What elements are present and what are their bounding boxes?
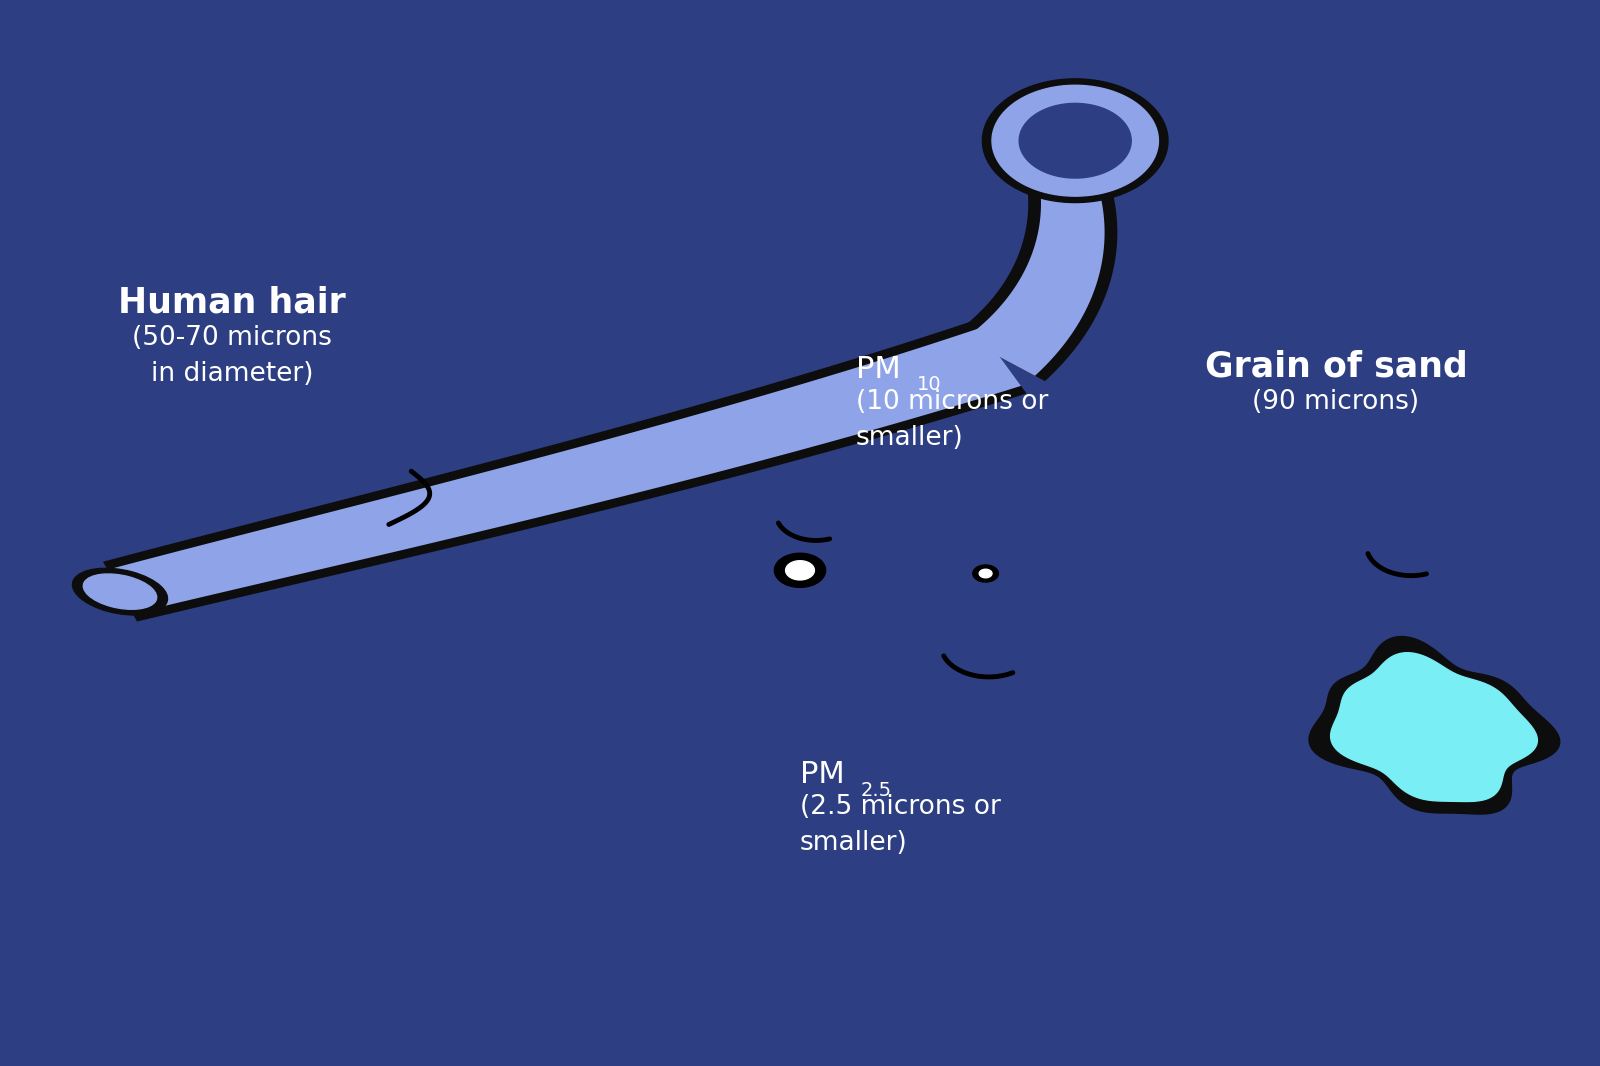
Ellipse shape (83, 574, 157, 610)
Text: Human hair: Human hair (118, 286, 346, 320)
Text: 2.5: 2.5 (861, 780, 891, 800)
Text: (10 microns or
smaller): (10 microns or smaller) (856, 389, 1048, 451)
Polygon shape (786, 561, 814, 580)
Text: 10: 10 (917, 375, 941, 394)
Text: Grain of sand: Grain of sand (1205, 350, 1467, 384)
Text: PM: PM (856, 355, 901, 384)
Polygon shape (102, 321, 1027, 621)
Text: (2.5 microns or
smaller): (2.5 microns or smaller) (800, 794, 1002, 856)
Polygon shape (774, 553, 826, 587)
Polygon shape (965, 184, 1104, 375)
Text: (90 microns): (90 microns) (1253, 389, 1419, 415)
Text: PM: PM (800, 760, 845, 789)
Polygon shape (973, 565, 998, 582)
Polygon shape (1331, 652, 1538, 802)
Polygon shape (107, 328, 1021, 614)
Polygon shape (1016, 101, 1134, 180)
Polygon shape (955, 182, 1117, 381)
Polygon shape (1309, 636, 1560, 814)
Polygon shape (1019, 103, 1131, 178)
Polygon shape (982, 79, 1168, 203)
Text: (50-70 microns
in diameter): (50-70 microns in diameter) (133, 325, 331, 387)
Polygon shape (979, 569, 992, 578)
Ellipse shape (72, 568, 168, 615)
Polygon shape (992, 85, 1158, 196)
